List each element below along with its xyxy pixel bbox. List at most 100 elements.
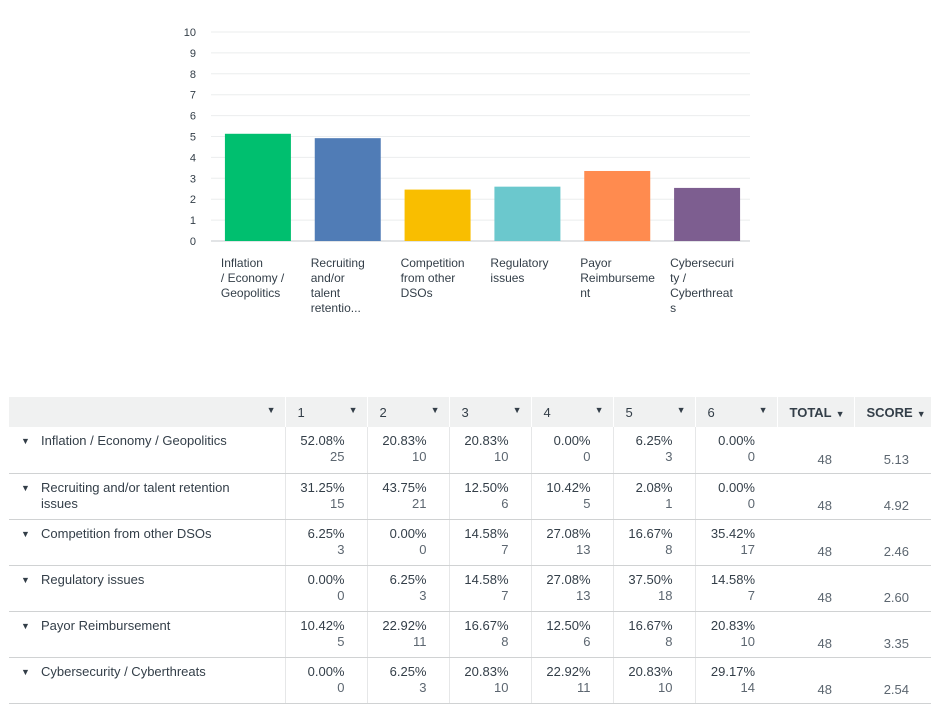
caret-down-icon[interactable]: ▼ (21, 574, 30, 585)
table-row: ▼ Payor Reimbursement 10.42% 5 22.92% 11 16.67… (9, 611, 931, 658)
x-tick-label-line: Cybersecuri (670, 256, 735, 270)
caret-down-icon[interactable]: ▼ (594, 405, 604, 415)
rank-cell: 43.75% 21 (366, 473, 449, 520)
caret-down-icon[interactable]: ▼ (758, 405, 768, 415)
cell-percent: 20.83% (628, 663, 673, 679)
x-tick-label: Payor Reimburseme nt (580, 256, 658, 301)
caret-down-icon[interactable]: ▼ (916, 408, 926, 419)
cell-percent: 16.67% (628, 617, 673, 633)
table-row: ▼ Competition from other DSOs 6.25% 3 0.00% 0… (9, 519, 931, 566)
caret-down-icon[interactable]: ▼ (348, 405, 358, 415)
rank-cell: 0.00% 0 (694, 473, 777, 520)
bar-chart: 0 1 2 3 4 5 6 7 8 9 10 (184, 27, 750, 248)
cell-percent: 52.08% (300, 433, 345, 448)
column-header-total[interactable]: TOTAL ▼ (777, 397, 855, 427)
x-tick-label-line: Regulatory (490, 256, 549, 270)
column-header-2[interactable]: 2 ▼ (367, 397, 450, 427)
y-tick-label: 3 (190, 173, 196, 185)
caret-down-icon[interactable]: ▼ (21, 528, 30, 539)
rank-cell: 16.67% 8 (612, 519, 695, 566)
x-tick-label: Inflation / Economy / Geopolitics (221, 256, 299, 301)
bar (584, 170, 651, 241)
row-label: Recruiting and/or talent retention issue… (41, 479, 230, 511)
x-tick-label-line: talent (310, 286, 341, 300)
x-tick-label-line: Geopolitics (220, 286, 281, 300)
cell-count: 11 (577, 679, 591, 695)
cell-count: 18 (658, 587, 673, 603)
row-label-cell: ▼ Recruiting and/or talent retention issu… (9, 473, 285, 520)
caret-down-icon[interactable]: ▼ (266, 405, 276, 415)
caret-down-icon[interactable]: ▼ (21, 436, 30, 446)
table-row: ▼ Inflation / Economy / Geopolitics 52.08%… (9, 427, 931, 474)
rank-cell: 27.08% 13 (530, 565, 613, 612)
cell-percent: 14.58% (464, 525, 509, 541)
cell-percent: 12.50% (546, 617, 591, 633)
row-label: Inflation / Economy / Geopolitics (41, 433, 227, 448)
score-cell: 2.54 (854, 657, 931, 704)
x-tick-label-line: Inflation (220, 256, 263, 270)
cell-count: 3 (337, 541, 345, 557)
column-header-label: 4 (543, 404, 551, 420)
bar (494, 186, 561, 241)
rank-cell: 22.92% 11 (530, 657, 613, 704)
column-header-score[interactable]: SCORE ▼ (854, 397, 932, 427)
x-tick-label-line: nt (580, 286, 591, 300)
row-label-cell: ▼ Cybersecurity / Cyberthreats (9, 657, 285, 704)
cell-percent: 6.25% (389, 571, 427, 587)
column-header-5[interactable]: 5 ▼ (613, 397, 696, 427)
cell-percent: 22.92% (382, 617, 427, 633)
rank-cell: 6.25% 3 (366, 657, 449, 704)
column-header-1[interactable]: 1 ▼ (285, 397, 368, 427)
rank-cell: 2.08% 1 (612, 473, 695, 520)
column-header-4[interactable]: 4 ▼ (531, 397, 614, 427)
y-tick-label: 6 (190, 111, 196, 123)
cell-percent: 14.58% (464, 571, 509, 587)
x-tick-label-line: Competition (400, 256, 465, 270)
cell-percent: 0.00% (307, 663, 345, 679)
caret-down-icon[interactable]: ▼ (430, 405, 440, 415)
caret-down-icon[interactable]: ▼ (21, 666, 30, 677)
cell-percent: 20.83% (464, 433, 509, 448)
total-cell: 48 (777, 657, 854, 704)
cell-count: 15 (330, 495, 345, 511)
rank-cell: 6.25% 3 (284, 519, 367, 566)
column-header-3[interactable]: 3 ▼ (449, 397, 532, 427)
bar (404, 189, 471, 241)
rank-cell: 6.25% 3 (366, 565, 449, 612)
column-header-6[interactable]: 6 ▼ (695, 397, 778, 427)
cell-percent: 10.42% (546, 479, 591, 495)
x-tick-label: Competition from other DSOs (401, 256, 479, 301)
cell-percent: 12.50% (464, 479, 509, 495)
total-cell: 48 (777, 611, 854, 658)
cell-percent: 20.83% (382, 433, 427, 448)
score-cell: 2.60 (854, 565, 931, 612)
rank-cell: 29.17% 14 (694, 657, 777, 704)
x-tick-label-line: Recruiting (310, 256, 365, 270)
row-label-cell: ▼ Inflation / Economy / Geopolitics (9, 427, 285, 474)
rank-cell: 20.83% 10 (694, 611, 777, 658)
rank-cell: 20.83% 10 (612, 657, 695, 704)
caret-down-icon[interactable]: ▼ (835, 408, 845, 419)
caret-down-icon[interactable]: ▼ (676, 405, 686, 415)
cell-percent: 22.92% (546, 663, 591, 679)
cell-percent: 27.08% (546, 525, 591, 541)
cell-count: 10 (658, 679, 673, 695)
score-cell: 5.13 (854, 427, 931, 474)
header-sort-blank[interactable]: ▼ (9, 397, 286, 427)
cell-count: 8 (501, 633, 509, 649)
rank-cell: 22.92% 11 (366, 611, 449, 658)
cell-percent: 20.83% (464, 663, 509, 679)
cell-count: 6 (583, 633, 591, 649)
caret-down-icon[interactable]: ▼ (21, 482, 30, 493)
caret-down-icon[interactable]: ▼ (21, 620, 30, 631)
row-label: Payor Reimbursement (41, 617, 171, 633)
y-tick-label: 9 (190, 48, 196, 60)
x-tick-label-line: Cyberthreat (670, 286, 733, 300)
cell-count: 10 (412, 449, 427, 464)
row-label: Cybersecurity / Cyberthreats (41, 663, 206, 679)
bar (314, 138, 381, 241)
ranking-table: ▼ 1 ▼ 2 ▼ 3 ▼ 4 ▼ 5 ▼ 6 ▼ TOTAL ▼ SCORE ▼ ▼ Inflation / E… (9, 397, 932, 704)
column-header-label: 1 (297, 404, 305, 420)
caret-down-icon[interactable]: ▼ (512, 405, 522, 415)
rank-cell: 10.42% 5 (530, 473, 613, 520)
